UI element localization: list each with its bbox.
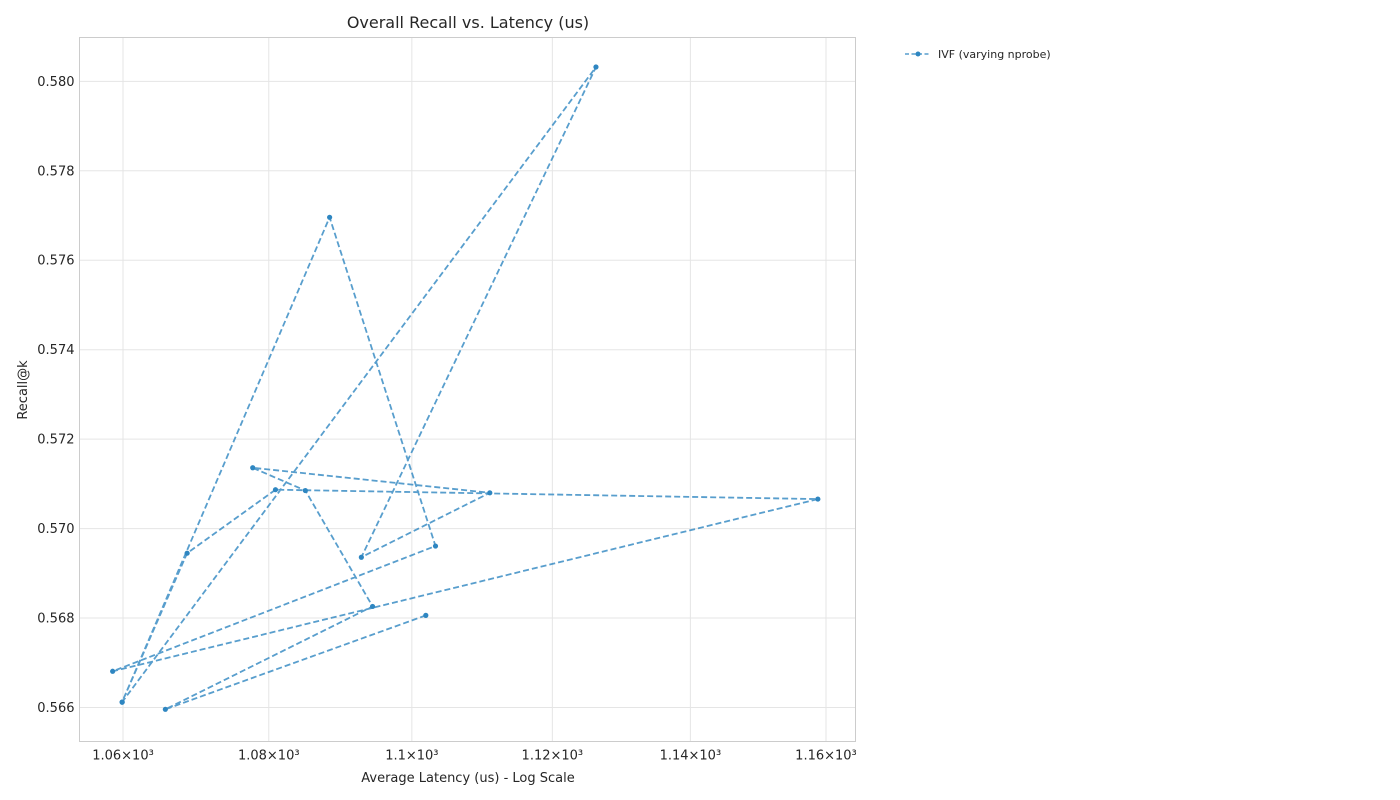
data-point <box>110 668 116 674</box>
data-point <box>369 603 376 610</box>
data-point <box>302 487 308 494</box>
x-tick-label: 1.08×10³ <box>238 749 300 764</box>
data-point <box>119 699 125 705</box>
data-point <box>593 64 599 70</box>
data-point <box>423 612 429 618</box>
x-tick-label: 1.12×10³ <box>522 749 584 764</box>
y-axis-label: Recall@k <box>16 360 31 420</box>
legend-label: IVF (varying nprobe) <box>938 48 1051 61</box>
plot-frame <box>79 37 856 742</box>
y-tick-label: 0.572 <box>37 433 74 448</box>
plot-area <box>79 37 856 742</box>
data-point <box>184 550 190 556</box>
x-axis-ticks: 1.06×10³ 1.08×10³ 1.1×10³ 1.12×10³ 1.14×10³ 1… <box>92 749 857 764</box>
x-tick-label: 1.16×10³ <box>795 749 857 764</box>
data-point <box>327 214 333 220</box>
legend-marker-swatch <box>915 51 921 57</box>
legend: IVF (varying nprobe) <box>905 48 1051 61</box>
grid <box>79 37 856 742</box>
data-point <box>358 554 364 560</box>
data-point <box>815 496 821 502</box>
y-tick-label: 0.570 <box>37 522 74 537</box>
y-tick-label: 0.576 <box>37 254 74 269</box>
y-tick-label: 0.580 <box>37 75 74 90</box>
series-layer <box>110 64 821 712</box>
y-tick-label: 0.568 <box>37 612 74 627</box>
data-point <box>487 490 493 496</box>
plot-background <box>79 37 856 742</box>
y-tick-label: 0.566 <box>37 701 74 716</box>
y-tick-label: 0.578 <box>37 164 74 179</box>
x-tick-label: 1.06×10³ <box>92 749 154 764</box>
data-point <box>250 465 256 471</box>
chart-title: Overall Recall vs. Latency (us) <box>347 13 589 32</box>
series-line <box>111 66 819 711</box>
x-tick-label: 1.1×10³ <box>385 749 438 764</box>
data-point <box>432 543 439 549</box>
data-point <box>272 487 279 493</box>
y-axis-ticks: 0.566 0.568 0.570 0.572 0.574 0.576 0.578 0.580 <box>37 75 74 716</box>
data-point <box>162 706 168 712</box>
x-axis-label: Average Latency (us) - Log Scale <box>361 771 574 786</box>
y-tick-label: 0.574 <box>37 343 74 358</box>
x-tick-label: 1.14×10³ <box>660 749 722 764</box>
